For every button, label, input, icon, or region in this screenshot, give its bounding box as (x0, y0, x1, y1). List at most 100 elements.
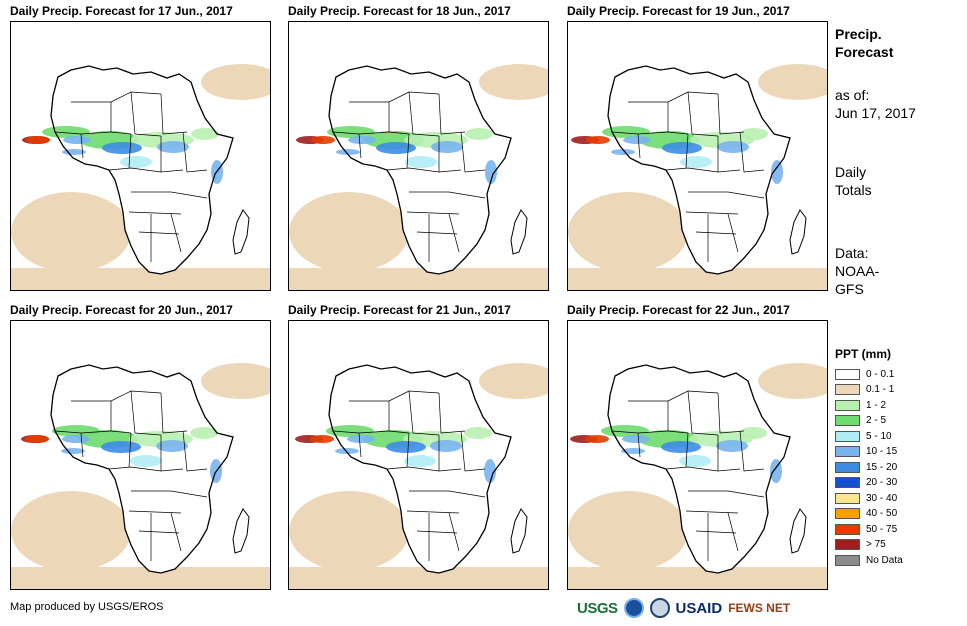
light-rain-area (568, 567, 827, 589)
legend-item: 1 - 2 (835, 397, 886, 413)
rainfall-area (130, 455, 162, 467)
rainfall-area (62, 435, 90, 443)
rainfall-area (465, 128, 493, 140)
legend-swatch (835, 492, 860, 504)
country-border (358, 133, 362, 159)
madagascar-outline (510, 209, 528, 255)
light-rain-area (289, 268, 548, 290)
agency-logos: USGS USAID FEWS NET (577, 596, 790, 620)
africa-coastline (50, 65, 234, 275)
rainfall-area (190, 427, 218, 439)
legend-label: 2 - 5 (866, 415, 887, 426)
country-border (438, 392, 466, 434)
rainfall-area (771, 160, 783, 184)
country-border (637, 432, 641, 458)
rainfall-area (335, 448, 359, 454)
usgs-logo: USGS (577, 599, 618, 617)
country-border (71, 91, 162, 103)
rainfall-area (63, 136, 91, 144)
forecast-map-jun18 (288, 21, 549, 291)
madagascar-outline (789, 508, 807, 554)
legend-swatch (835, 384, 860, 395)
legend-label: 40 - 50 (866, 508, 898, 519)
legend-swatch (835, 554, 860, 566)
land-mass (608, 66, 790, 274)
sidebar-heading-line2: Forecast (835, 44, 894, 60)
country-border (406, 510, 460, 514)
legend-swatch (835, 523, 860, 535)
country-border (386, 167, 440, 173)
legend-swatch (835, 508, 860, 519)
forecast-map-jun22 (567, 320, 828, 590)
fews-net-logo: FEWS NET (728, 601, 791, 615)
panel-title-jun18: Daily Precip. Forecast for 18 Jun., 2017 (288, 4, 511, 18)
rainfall-area (311, 136, 335, 144)
rainfall-area (431, 141, 463, 153)
country-border (717, 136, 741, 173)
light-rain-area (289, 491, 409, 571)
rainfall-area (430, 440, 462, 452)
country-border (182, 430, 208, 472)
rainfall-area (25, 435, 49, 443)
country-border (131, 191, 208, 199)
legend-label: 15 - 20 (866, 461, 898, 473)
as-of-label: as of: (835, 87, 870, 103)
country-border (727, 512, 739, 552)
rainfall-area (740, 128, 768, 140)
rainfall-area (348, 136, 376, 144)
rainfall-area (310, 435, 334, 443)
panel-title-jun19: Daily Precip. Forecast for 19 Jun., 2017 (567, 4, 790, 18)
country-border (108, 466, 162, 472)
legend-label: 5 - 10 (866, 430, 892, 442)
panel-title-jun20: Daily Precip. Forecast for 20 Jun., 2017 (10, 303, 233, 317)
rainfall-area (716, 440, 748, 452)
rainfall-area (326, 425, 374, 437)
rainfall-area (770, 459, 782, 483)
credit-text: Map produced by USGS/EROS (10, 601, 164, 613)
rainfall-area (680, 156, 712, 168)
country-border (406, 211, 460, 215)
light-rain-area (479, 363, 548, 399)
rainfall-area (464, 427, 492, 439)
rainfall-area (62, 149, 86, 155)
country-border (685, 133, 689, 169)
legend-item: No Data (835, 552, 903, 568)
country-border (160, 392, 188, 434)
land-mass (329, 365, 511, 573)
country-border (717, 392, 745, 434)
legend-swatch (835, 399, 860, 411)
rainfall-area (101, 441, 141, 453)
panel-title-jun17: Daily Precip. Forecast for 17 Jun., 2017 (10, 4, 233, 18)
rainfall-area (157, 141, 189, 153)
light-rain-area (11, 268, 270, 290)
legend-item: 0.1 - 1 (835, 382, 894, 398)
country-border (128, 133, 132, 169)
legend-label: 30 - 40 (866, 492, 898, 504)
panel-title-jun21: Daily Precip. Forecast for 21 Jun., 2017 (288, 303, 511, 317)
country-border (685, 211, 739, 215)
light-rain-area (11, 491, 131, 571)
country-border (739, 430, 765, 472)
land-mass (608, 365, 790, 573)
country-border (739, 131, 765, 173)
country-border (128, 510, 182, 514)
country-border (695, 231, 737, 235)
madagascar-outline (232, 209, 250, 255)
rainfall-area (484, 459, 496, 483)
country-border (688, 490, 765, 498)
light-rain-area (758, 363, 827, 399)
legend-item: 15 - 20 (835, 459, 897, 475)
state-dept-seal-icon (649, 598, 670, 618)
rainfall-area (717, 141, 749, 153)
country-border (695, 530, 737, 534)
country-border (727, 213, 739, 253)
rainfall-area (376, 142, 416, 154)
legend-swatch (835, 446, 860, 457)
country-border (438, 93, 466, 135)
light-rain-area (568, 268, 827, 290)
country-border (182, 131, 208, 173)
rainfall-area (327, 126, 375, 138)
country-border (358, 432, 362, 458)
usaid-logo: USAID (675, 599, 723, 617)
data-source-line2: NOAA- (835, 263, 880, 279)
